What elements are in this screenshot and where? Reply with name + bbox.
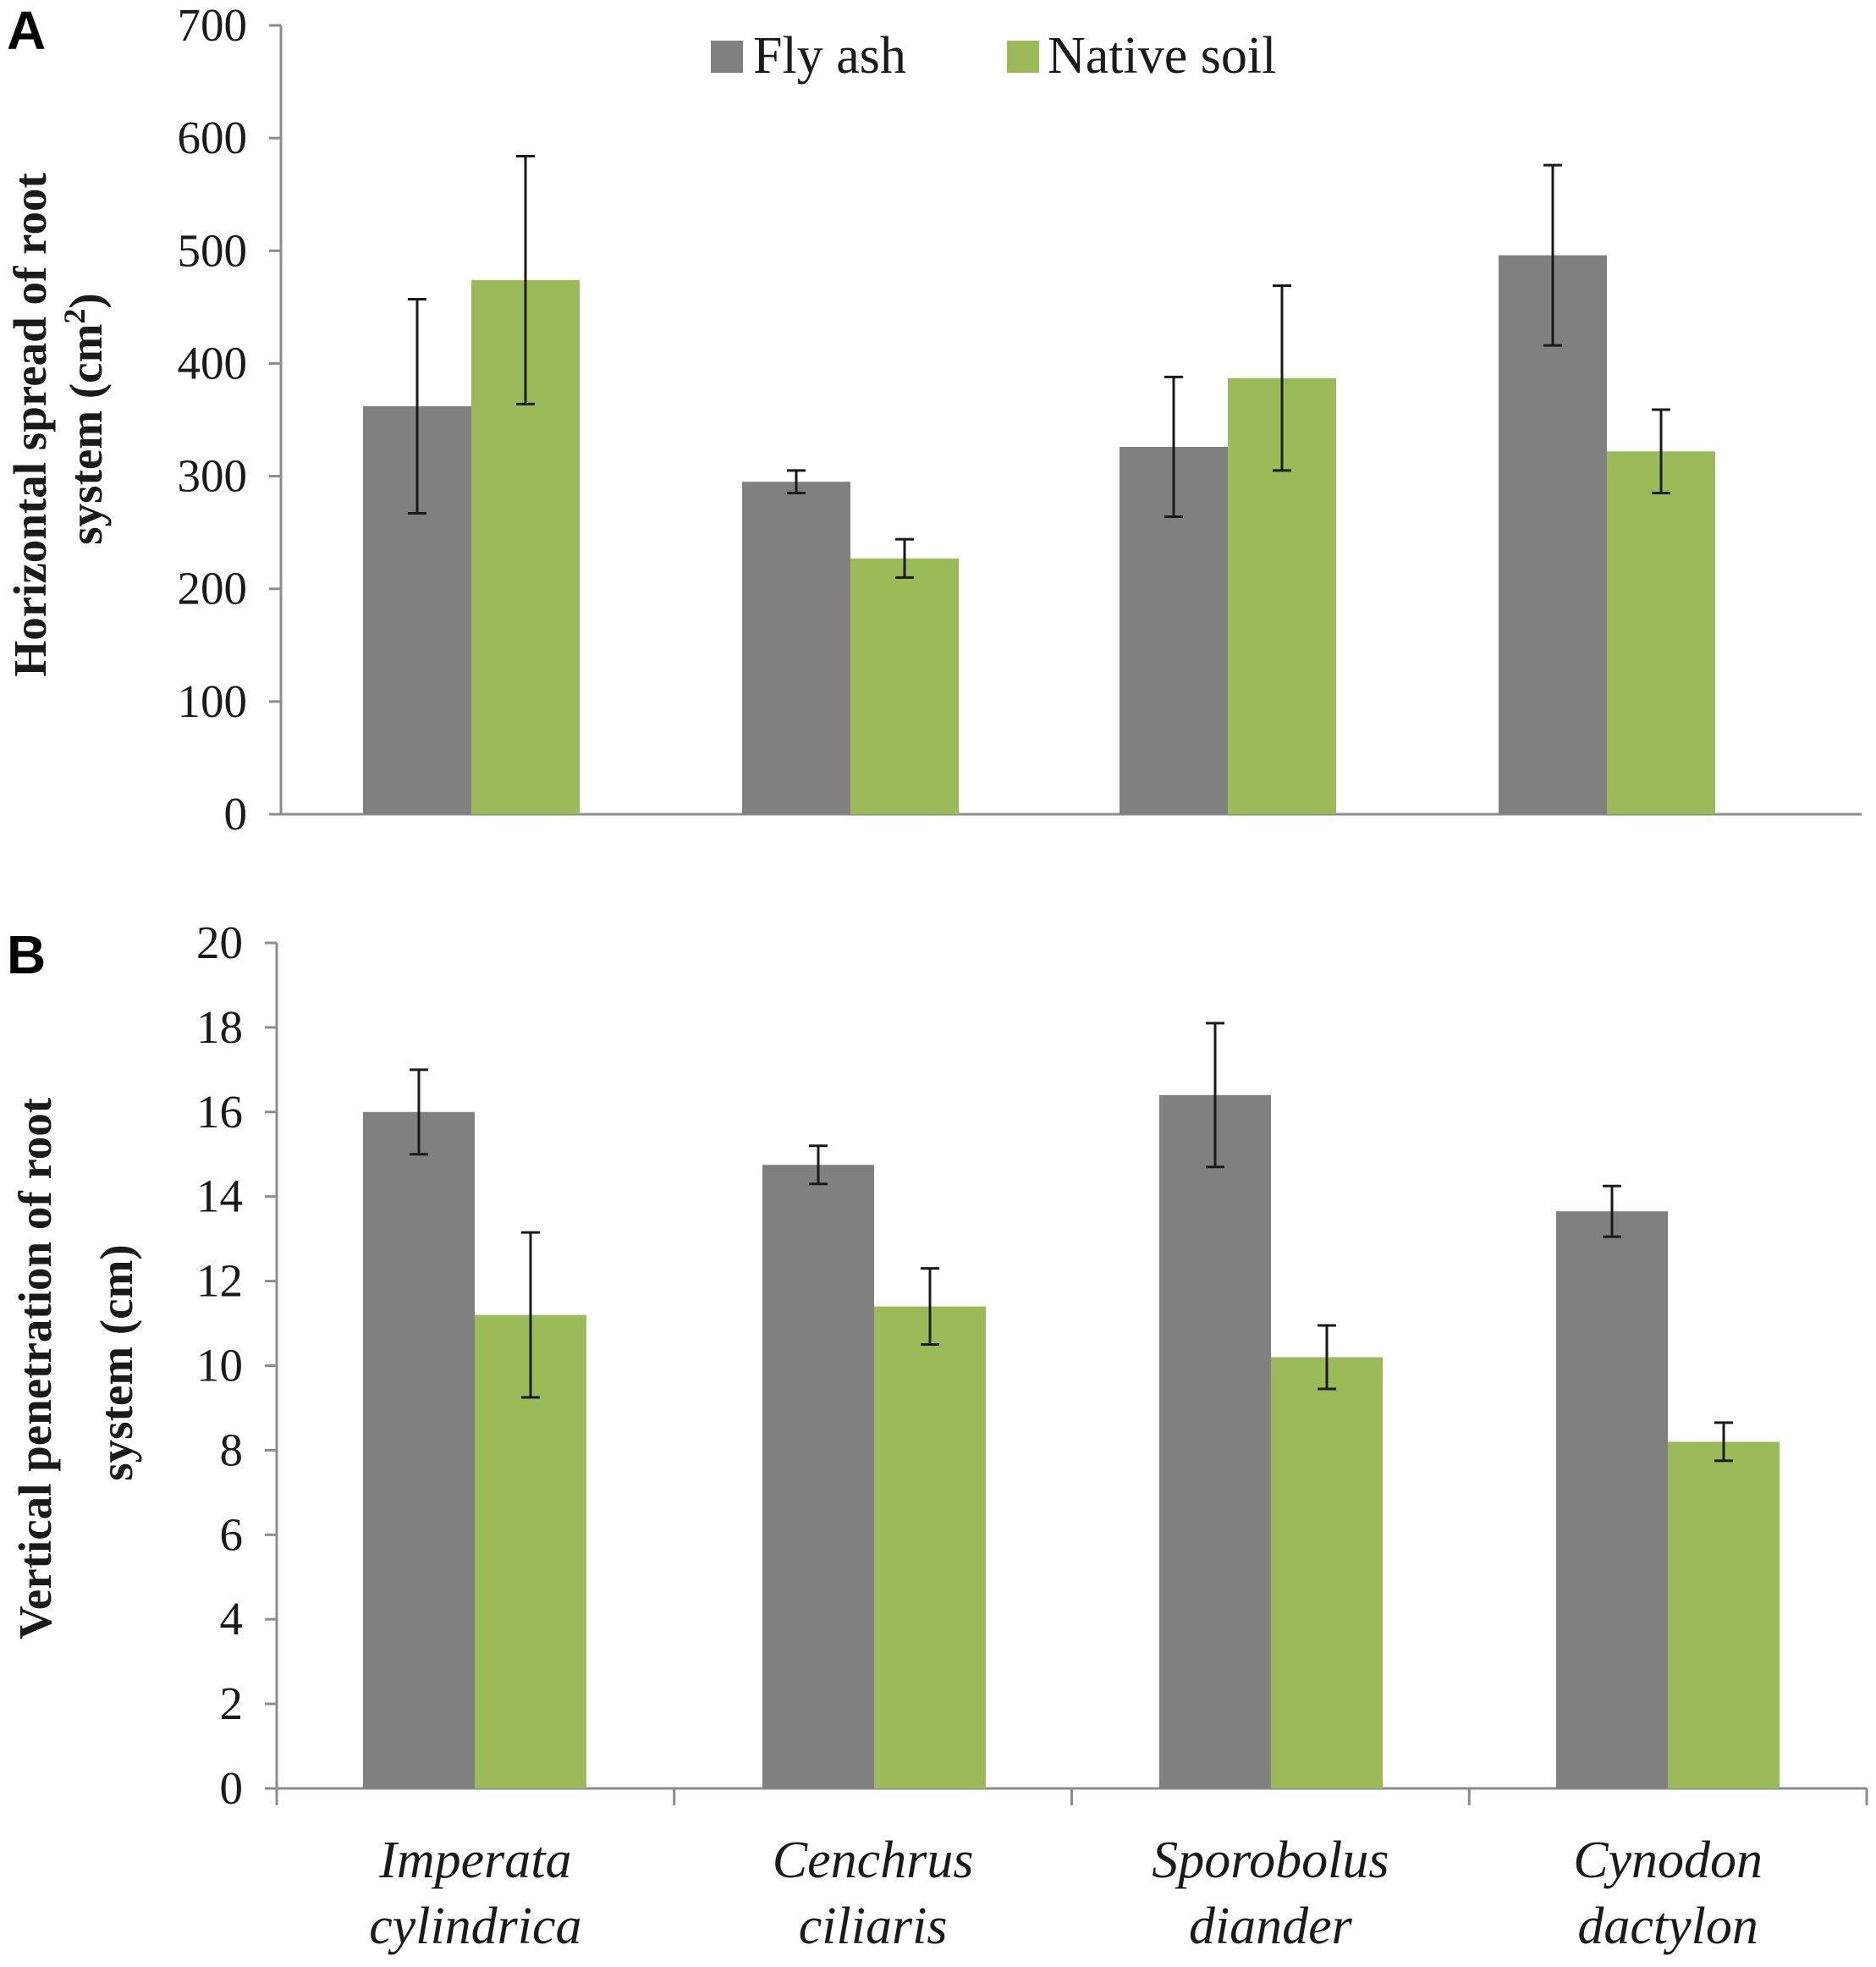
panel-b-bar-fly-ash bbox=[363, 1111, 475, 1788]
panel-a-bar-fly-ash bbox=[1499, 255, 1607, 814]
panel-b-category-label: Cynodon bbox=[1573, 1832, 1763, 1889]
panel-b-y-tick-label: 4 bbox=[220, 1593, 244, 1645]
panel-a-plot-area: 0 100 200 300 400 500 600 700 Fly ash Native soil bbox=[178, 0, 1862, 840]
panel-b-category-label: dactylon bbox=[1577, 1898, 1758, 1955]
panel-a-y-tick-label: 500 bbox=[178, 224, 248, 276]
panel-b-category-label: cylindrica bbox=[369, 1898, 581, 1955]
panel-a-y-tick-label: 300 bbox=[178, 450, 248, 502]
panel-b-category-label: Cenchrus bbox=[773, 1832, 974, 1889]
panel-b-y-tick-label: 2 bbox=[220, 1678, 244, 1729]
panel-b-y-tick-label: 18 bbox=[196, 1001, 243, 1053]
panel-a-bar-native-soil bbox=[1607, 451, 1715, 814]
panel-b-y-tick-label: 14 bbox=[196, 1171, 243, 1222]
panel-b-y-tick-label: 0 bbox=[220, 1762, 244, 1814]
panel-b-y-tick-label: 20 bbox=[196, 917, 243, 968]
panel-a-y-tick-label: 0 bbox=[224, 788, 248, 840]
panel-a-legend-label: Native soil bbox=[1048, 27, 1276, 85]
panel-b: B Vertical penetration of root system (c… bbox=[7, 917, 1868, 1955]
panel-a-bar-native-soil bbox=[850, 558, 959, 814]
panel-a-y-tick-label: 200 bbox=[178, 563, 248, 614]
panel-b-plot-area: 0 2 4 6 8 10 12 14 16 18 20 Imperata cylindrica Cench… bbox=[196, 917, 1868, 1955]
panel-a-y-tick-label: 600 bbox=[178, 112, 248, 163]
panel-b-y-tick-label: 10 bbox=[196, 1340, 243, 1391]
panel-b-y-tick-label: 16 bbox=[196, 1086, 243, 1138]
panel-b-bar-native-soil bbox=[1668, 1441, 1780, 1788]
panel-b-letter: B bbox=[7, 924, 46, 985]
panel-a: A Horizontal spread of root system (cm2)… bbox=[4, 0, 1862, 840]
panel-b-y-tick-label: 8 bbox=[220, 1424, 244, 1475]
panel-a-letter: A bbox=[7, 0, 46, 61]
panel-b-bar-fly-ash bbox=[762, 1165, 874, 1788]
panel-b-bar-fly-ash bbox=[1159, 1094, 1271, 1788]
panel-b-category-label: Sporobolus bbox=[1152, 1832, 1389, 1889]
panel-a-y-tick-label: 400 bbox=[178, 337, 248, 388]
panel-b-y-tick-label: 6 bbox=[220, 1508, 244, 1560]
panel-b-bar-native-soil bbox=[1271, 1357, 1383, 1788]
panel-b-y-axis-title: Vertical penetration of root system (cm) bbox=[9, 1086, 142, 1639]
panel-a-legend-swatch bbox=[1007, 41, 1039, 73]
panel-a-bar-fly-ash bbox=[742, 482, 850, 814]
panel-a-y-tick-label: 700 bbox=[178, 0, 248, 51]
panel-b-y-tick-label: 12 bbox=[196, 1255, 243, 1307]
panel-b-bar-native-soil bbox=[874, 1306, 986, 1788]
panel-a-legend-swatch bbox=[711, 41, 743, 73]
panel-a-y-axis-title: Horizontal spread of root system (cm2) bbox=[4, 161, 112, 676]
panel-b-bar-fly-ash bbox=[1556, 1211, 1668, 1788]
panel-b-category-label: Imperata bbox=[378, 1832, 571, 1889]
panel-a-y-tick-label: 100 bbox=[178, 675, 248, 727]
panel-b-category-label: ciliaris bbox=[799, 1898, 948, 1955]
panel-b-category-label: diander bbox=[1189, 1898, 1353, 1955]
panel-a-legend-label: Fly ash bbox=[753, 27, 906, 85]
